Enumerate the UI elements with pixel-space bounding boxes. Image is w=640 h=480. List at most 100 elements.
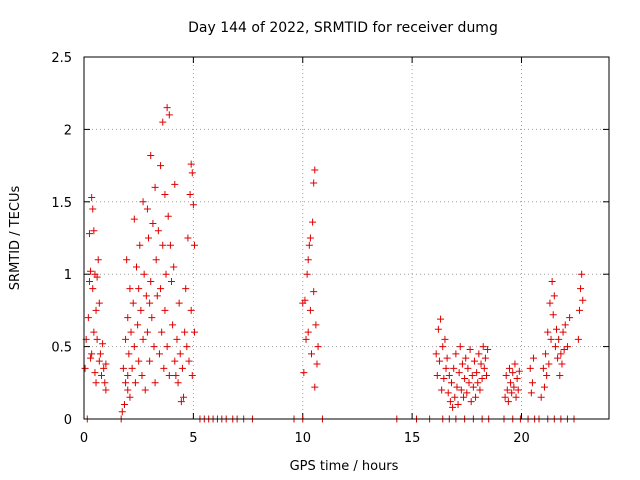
data-point	[446, 398, 454, 406]
data-point	[310, 179, 318, 187]
data-point	[553, 325, 560, 333]
data-point	[180, 393, 188, 401]
data-point	[153, 292, 161, 300]
y-tick-label: 0	[64, 413, 72, 428]
data-point	[451, 393, 459, 401]
data-point	[463, 389, 471, 397]
data-point	[124, 386, 132, 394]
data-point	[152, 256, 160, 264]
data-point	[124, 314, 132, 322]
data-point	[174, 379, 182, 387]
x-tick-label: 10	[294, 431, 311, 446]
y-tick-label: 2.5	[51, 51, 72, 66]
data-point	[476, 386, 484, 394]
data-point	[183, 343, 191, 351]
data-point	[510, 383, 518, 391]
data-point	[136, 241, 144, 249]
data-point	[163, 104, 171, 112]
data-point	[435, 357, 443, 365]
data-point	[118, 408, 126, 416]
data-point	[147, 277, 155, 285]
data-point	[526, 364, 534, 372]
data-point	[528, 379, 536, 387]
data-point	[84, 314, 92, 322]
data-point	[440, 374, 448, 382]
data-point	[442, 364, 450, 372]
data-point	[166, 241, 174, 249]
data-point	[157, 285, 165, 293]
data-point	[154, 227, 162, 235]
data-point	[306, 306, 314, 314]
data-point	[445, 372, 453, 380]
data-point	[95, 299, 103, 307]
data-point	[163, 343, 171, 351]
data-point	[147, 151, 155, 159]
data-point	[145, 234, 153, 242]
data-point	[560, 345, 568, 353]
data-point	[467, 398, 475, 406]
data-point	[457, 386, 465, 394]
data-point	[186, 191, 194, 199]
data-point	[126, 393, 134, 401]
data-point	[96, 350, 104, 358]
data-point	[539, 364, 547, 372]
data-point	[310, 288, 318, 296]
data-point	[171, 180, 179, 188]
data-point	[81, 364, 89, 372]
data-point	[466, 345, 474, 353]
data-point	[98, 372, 105, 380]
data-point	[462, 354, 470, 362]
data-point	[159, 118, 167, 126]
data-point	[574, 335, 582, 343]
data-point	[543, 372, 551, 380]
data-point	[170, 263, 178, 271]
x-tick-label: 20	[513, 431, 530, 446]
plot-frame	[83, 56, 610, 420]
data-point	[122, 335, 130, 343]
data-point	[561, 321, 569, 329]
data-point	[102, 386, 110, 394]
data-point	[164, 212, 172, 220]
data-point	[542, 350, 550, 358]
data-point	[165, 111, 173, 119]
data-point	[311, 383, 319, 391]
data-point	[441, 335, 449, 343]
data-point	[461, 374, 469, 382]
data-point	[189, 201, 197, 209]
data-point	[558, 360, 566, 368]
data-point	[460, 393, 468, 401]
data-point	[437, 315, 445, 323]
data-point	[299, 299, 307, 307]
data-point	[507, 379, 515, 387]
data-point	[146, 299, 154, 307]
x-tick-label: 0	[80, 431, 88, 446]
data-point	[127, 328, 135, 336]
data-point	[149, 220, 157, 228]
data-point	[513, 374, 521, 382]
data-point	[475, 350, 483, 358]
data-point	[190, 241, 198, 249]
data-point	[313, 360, 321, 368]
data-point	[137, 306, 145, 314]
data-point	[140, 270, 148, 278]
data-point	[122, 379, 130, 387]
data-point	[504, 398, 512, 406]
data-point	[505, 364, 513, 372]
data-point	[143, 328, 151, 336]
data-point	[160, 364, 168, 372]
data-point	[139, 335, 147, 343]
data-point	[185, 357, 193, 365]
data-point	[161, 191, 169, 199]
data-point	[464, 364, 472, 372]
data-point	[502, 372, 510, 380]
data-point	[139, 198, 147, 206]
data-point	[93, 335, 101, 343]
data-point	[151, 183, 159, 191]
data-point	[514, 386, 522, 394]
data-point	[551, 343, 559, 351]
data-point	[479, 343, 487, 351]
data-point	[143, 205, 151, 213]
data-point	[305, 241, 313, 249]
data-point	[95, 357, 103, 365]
